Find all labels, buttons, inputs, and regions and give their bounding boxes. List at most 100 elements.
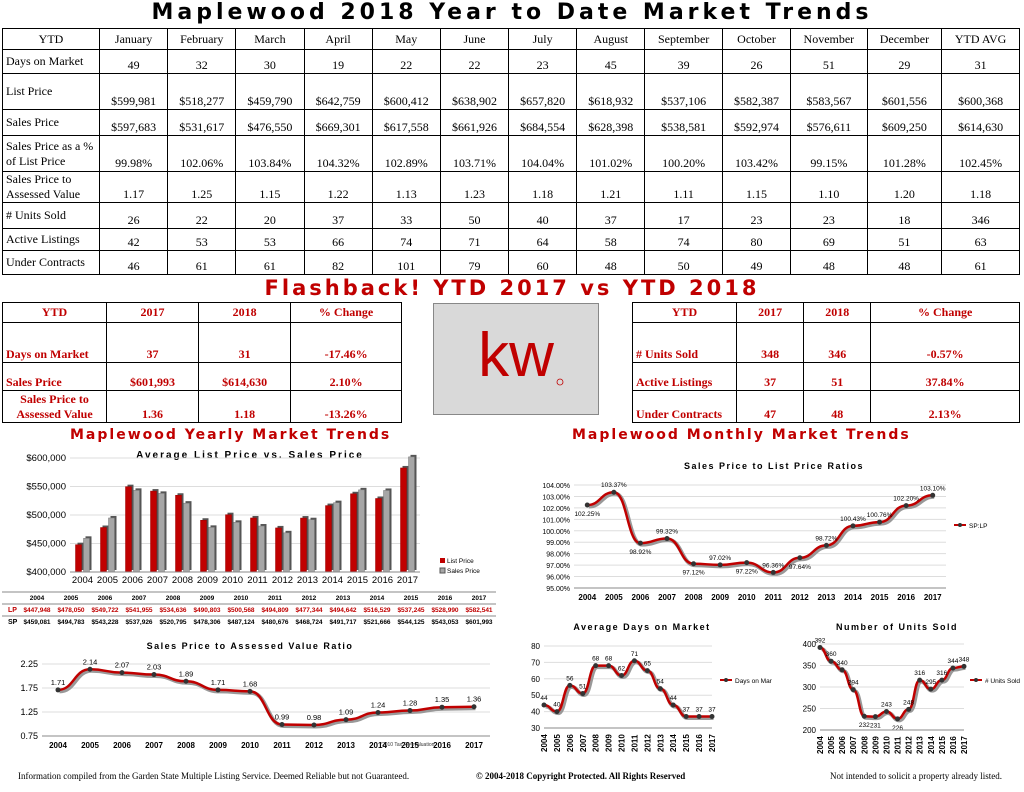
table-cell: $617,558 bbox=[371, 109, 441, 136]
table-year: 2004 bbox=[30, 595, 45, 602]
list-price-bar bbox=[150, 490, 157, 573]
table-year: 2012 bbox=[302, 595, 317, 602]
data-label: 71 bbox=[631, 651, 639, 658]
y-tick-label: 2.25 bbox=[20, 659, 38, 669]
table-header-cell: August bbox=[576, 28, 646, 50]
sales-price-bar bbox=[83, 538, 90, 573]
data-label: 2.14 bbox=[83, 657, 98, 666]
x-tick-label: 2013 bbox=[656, 734, 665, 752]
table-header-cell: June bbox=[439, 28, 510, 50]
x-tick-label: 2016 bbox=[372, 575, 393, 586]
footer-copyright: © 2004-2018 Copyright Protected. All Rig… bbox=[476, 771, 686, 781]
table-cell: 22 bbox=[167, 202, 237, 229]
x-tick-label: 2005 bbox=[553, 734, 562, 752]
table-cell: 50 bbox=[439, 202, 510, 229]
data-line bbox=[587, 490, 933, 574]
compare-header-cell: 2018 bbox=[198, 302, 292, 323]
assessed-ratio-line-chart: Sales Price to Assessed Value Ratio 0.75 1… bbox=[20, 641, 490, 750]
x-tick-label: 2013 bbox=[337, 741, 355, 750]
x-tick-label: 2005 bbox=[81, 741, 99, 750]
x-tick-label: 2015 bbox=[682, 734, 691, 752]
y-tick-label: 97.00% bbox=[546, 563, 570, 570]
compare-cell: 1.36 bbox=[105, 390, 200, 423]
data-point bbox=[797, 555, 803, 561]
sales-price-bar bbox=[158, 493, 165, 573]
compare-header-cell: 2018 bbox=[803, 302, 872, 323]
sales-price-bar bbox=[308, 519, 315, 573]
x-tick-label: 2012 bbox=[791, 593, 809, 602]
data-label: 1.36 bbox=[467, 695, 482, 704]
table-cell: 26 bbox=[721, 49, 792, 74]
compare-cell: 2.13% bbox=[870, 390, 1020, 423]
table-cell: 18 bbox=[866, 202, 943, 229]
y-tick-label: 200 bbox=[803, 726, 817, 735]
table-cell: 1.17 bbox=[98, 171, 169, 203]
table-cell: 39 bbox=[644, 49, 723, 74]
table-row: Days on Market 49 32 30 19 22 22 23 45 39 26 51 29 31 bbox=[2, 49, 1020, 74]
table-year: 2005 bbox=[64, 595, 79, 602]
legend-swatch-list bbox=[440, 558, 445, 563]
data-label: 97.22% bbox=[736, 569, 758, 576]
x-tick-label: 2017 bbox=[924, 593, 942, 602]
data-label: 1.35 bbox=[435, 695, 450, 704]
x-tick-label: 2004 bbox=[49, 741, 67, 750]
data-label: 98.92% bbox=[629, 549, 651, 556]
table-header-cell: October bbox=[721, 28, 792, 50]
table-header-cell: April bbox=[303, 28, 373, 50]
table-cell: 22 bbox=[439, 49, 510, 74]
x-tick-label: 2010 bbox=[738, 593, 756, 602]
data-point bbox=[606, 663, 612, 669]
x-tick-label: 2008 bbox=[685, 593, 703, 602]
table-cell: $518,277 bbox=[167, 73, 237, 110]
compare-label: Sales Price bbox=[2, 362, 107, 391]
table-cell: 101.28% bbox=[866, 135, 943, 172]
x-tick-label: 2014 bbox=[369, 741, 387, 750]
list-price-bar bbox=[100, 527, 107, 573]
y-tick-label: 102.00% bbox=[542, 506, 570, 513]
table-cell: 1.15 bbox=[721, 171, 792, 203]
data-label: 100.43% bbox=[840, 516, 866, 523]
data-label: 62 bbox=[618, 666, 626, 673]
table-cell: 19 bbox=[303, 49, 373, 74]
data-point bbox=[644, 668, 650, 674]
data-point bbox=[839, 667, 845, 673]
flashback-heading: Flashback! YTD 2017 vs YTD 2018 bbox=[264, 276, 760, 300]
row-label: Sales Price bbox=[2, 109, 100, 136]
kw-logo: kw bbox=[433, 303, 599, 415]
compare-row: Under Contracts 47 48 2.13% bbox=[632, 390, 1020, 423]
table-cell: 80 bbox=[721, 228, 792, 251]
y-tick-label: 400 bbox=[803, 640, 817, 649]
list-price-bar bbox=[400, 467, 407, 573]
data-point bbox=[817, 644, 823, 650]
list-price-bar bbox=[200, 519, 207, 573]
compare-row: Active Listings 37 51 37.84% bbox=[632, 362, 1020, 391]
x-tick-label: 2017 bbox=[708, 734, 717, 752]
x-tick-label: 2016 bbox=[949, 736, 958, 754]
data-label: 1.09 bbox=[339, 708, 354, 717]
data-point bbox=[637, 540, 643, 546]
table-cell: $657,820 bbox=[508, 73, 578, 110]
data-label: 348 bbox=[959, 656, 970, 663]
table-key-lp: LP bbox=[8, 607, 17, 614]
y-tick-label: 98.00% bbox=[546, 552, 570, 559]
x-tick-label: 2014 bbox=[669, 734, 678, 752]
data-label: 103.37% bbox=[601, 482, 627, 489]
y-tick-label: $500,000 bbox=[26, 510, 66, 521]
data-point bbox=[439, 704, 445, 710]
data-label: 360 bbox=[826, 651, 837, 658]
list-price-bar bbox=[325, 505, 332, 573]
table-cell: 61 bbox=[941, 250, 1020, 275]
data-label: 37 bbox=[695, 707, 703, 714]
table-header-cell: YTD bbox=[2, 28, 100, 50]
x-tick-label: 2008 bbox=[860, 736, 869, 754]
data-label: 68 bbox=[605, 656, 613, 663]
compare-label: Days on Market bbox=[2, 322, 107, 363]
table-sp-value: $478,306 bbox=[193, 619, 220, 626]
row-label: # Units Sold bbox=[2, 202, 100, 229]
legend-label: Days on Market bbox=[735, 678, 772, 685]
monthly-stats-table: YTD January February March April May June July A… bbox=[2, 28, 1020, 275]
data-point bbox=[554, 709, 560, 715]
list-price-bar bbox=[275, 527, 282, 573]
table-cell: 74 bbox=[371, 228, 441, 251]
data-label: 102.25% bbox=[574, 511, 600, 518]
